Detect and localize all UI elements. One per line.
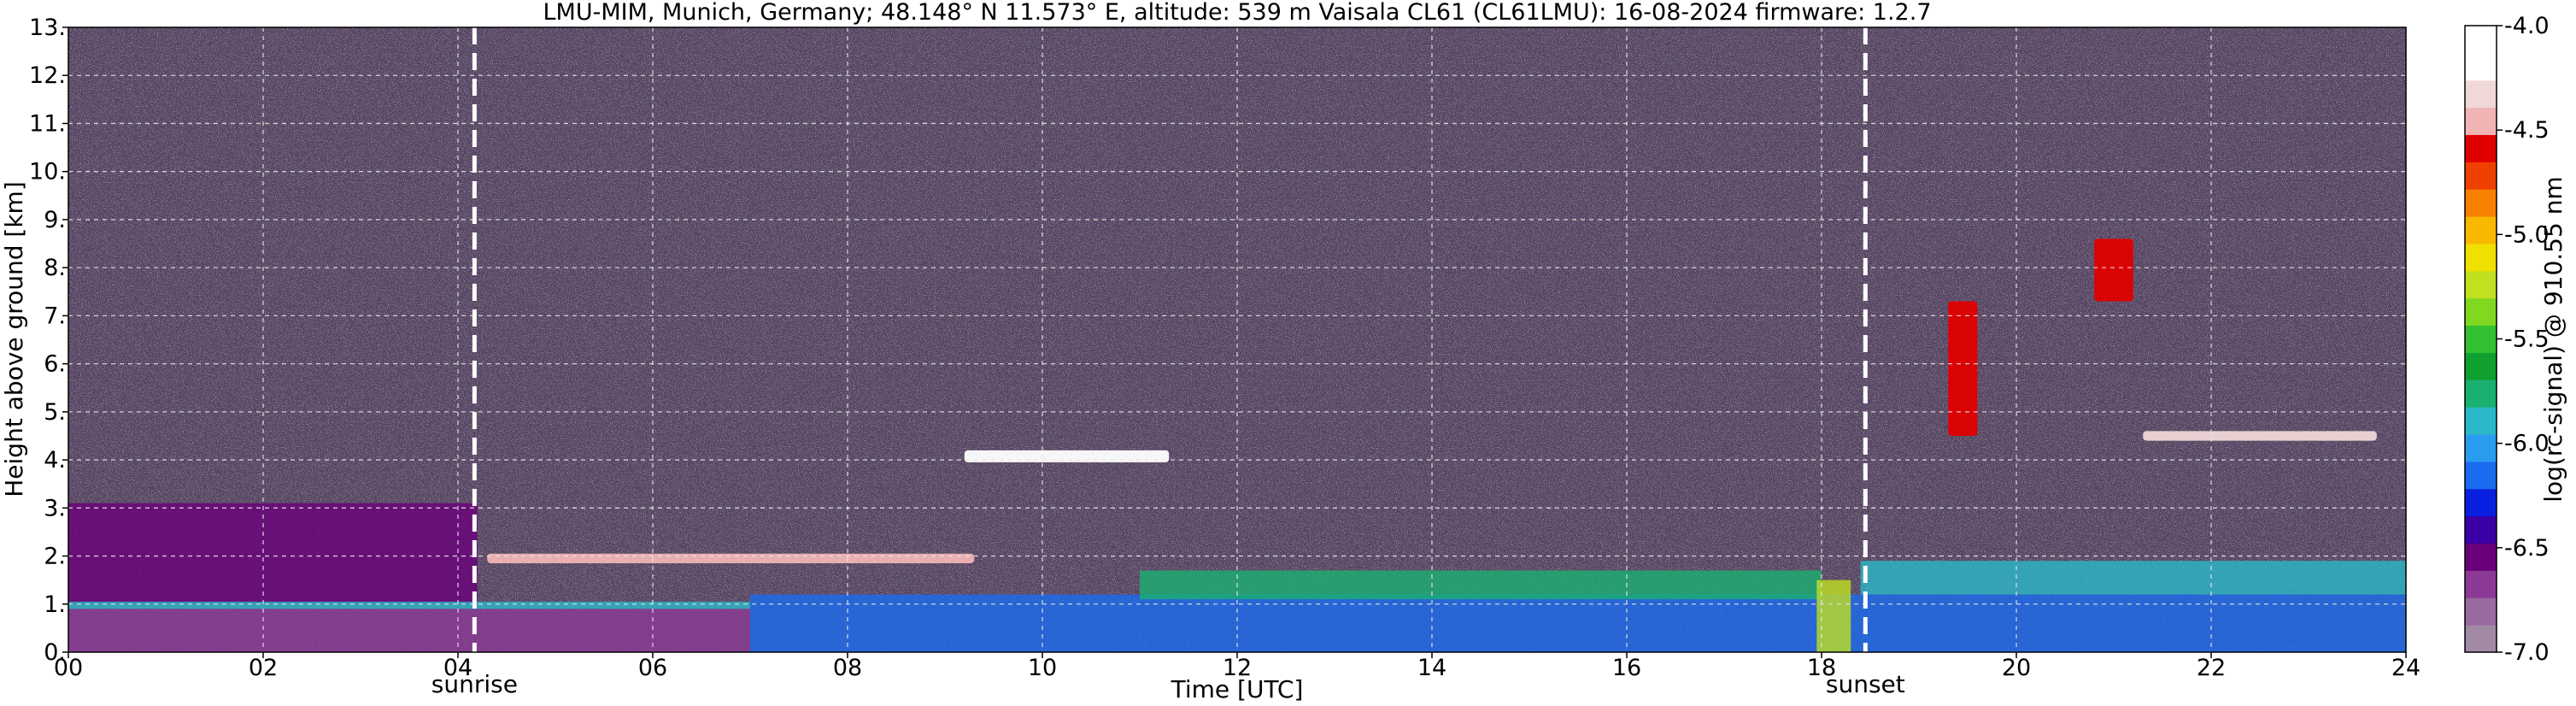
colorbar-tick-label-1: -6.5 [2504,535,2550,562]
x-axis-ticks: 00 02 04 06 08 10 12 14 16 18 20 22 24 [54,652,2421,681]
feature-cloud-9 [1948,301,1978,436]
colorbar-swatch-0 [2465,625,2497,653]
colorbar-swatch-9 [2465,379,2497,408]
colorbar-swatch-15 [2465,216,2497,244]
x-tick-label-4: 08 [833,655,862,681]
x-tick-label-2: 04 [443,655,472,681]
colorbar-swatch-5 [2465,488,2497,517]
colorbar-swatch-14 [2465,243,2497,272]
x-tick-label-1: 02 [249,655,278,681]
y-tick-label-13: 13. [29,15,66,41]
x-tick-label-7: 14 [1417,655,1446,681]
feature-aerosol_layer-2 [68,556,478,604]
colorbar-tick-label-2: -6.0 [2504,431,2550,457]
colorbar-label: log(rc-signal) @ 910.55 nm [2539,176,2567,502]
y-axis-ticks: 0. 1. 2. 3. 4. 5. 6. 7. 8. 9. 10. 11. 12. 13. [29,15,68,666]
colorbar-swatch-21 [2465,52,2497,81]
y-tick-label-5: 5. [44,399,66,426]
colorbar-swatch-11 [2465,325,2497,353]
colorbar-tick-label-3: -5.5 [2504,327,2550,353]
feature-boundary_layer_top-6 [1140,570,1822,600]
x-tick-label-9: 18 [1807,655,1836,681]
x-tick-label-10: 20 [2002,655,2031,681]
feature-aerosol_layer-3 [68,601,750,609]
colorbar-swatch-1 [2465,597,2497,626]
colorbar-swatch-6 [2465,461,2497,490]
colorbar-swatch-2 [2465,570,2497,598]
y-tick-label-1: 1. [44,591,66,618]
feature-cloud-11 [2143,431,2377,441]
x-tick-label-11: 22 [2197,655,2226,681]
x-tick-label-12: 24 [2391,655,2421,681]
y-tick-label-10: 10. [29,159,66,185]
feature-cloud-12 [487,553,975,563]
y-tick-label-11: 11. [29,110,66,137]
feature-cloud-8 [964,450,1170,462]
event-label-sunrise: sunrise [431,670,518,698]
grid-lines [68,27,2406,652]
colorbar-swatch-13 [2465,270,2497,299]
colorbar-tick-label-5: -4.5 [2504,117,2550,144]
colorbar-swatch-3 [2465,543,2497,571]
colorbar-swatch-22 [2465,26,2497,54]
x-tick-label-0: 00 [54,655,83,681]
y-tick-label-0: 0. [44,639,66,666]
x-axis-label: Time [UTC] [1171,675,1304,703]
colorbar-swatch-10 [2465,352,2497,380]
colorbar-swatch-7 [2465,434,2497,462]
y-tick-label-4: 4. [44,447,66,474]
feature-aerosol_layer-4 [68,609,750,652]
y-tick-label-2: 2. [44,544,66,570]
colorbar-swatch-8 [2465,407,2497,435]
x-tick-label-3: 06 [638,655,667,681]
y-tick-label-6: 6. [44,351,66,378]
x-tick-label-6: 12 [1223,655,1252,681]
feature-boundary_layer_top-7 [1860,561,2406,595]
colorbar-swatch-19 [2465,107,2497,135]
x-tick-label-5: 10 [1028,655,1057,681]
feature-rain-13 [1816,580,1851,652]
colorbar-swatch-18 [2465,134,2497,162]
event-label-sunset: sunset [1826,670,1905,698]
colorbar-swatch-4 [2465,515,2497,544]
feature-boundary_layer-5 [750,594,2406,652]
x-tick-label-8: 16 [1612,655,1641,681]
y-tick-label-8: 8. [44,255,66,281]
feature-cloud-10 [2094,238,2133,302]
y-axis-label: Height above ground [km] [0,181,28,497]
colorbar-swatch-17 [2465,162,2497,190]
colorbar-swatch-12 [2465,297,2497,327]
colorbar-tick-label-4: -5.0 [2504,221,2550,248]
colorbar-tick-label-6: -4.0 [2504,13,2550,39]
colorbar-tick-label-0: -7.0 [2504,639,2550,666]
feature-aerosol_layer-1 [68,503,478,556]
y-tick-label-7: 7. [44,303,66,329]
y-tick-label-12: 12. [29,62,66,89]
colorbar: -7.0 -6.5 -6.0 -5.5 -5.0 -4.5 -4.0 [2464,13,2550,666]
colorbar-swatch-20 [2465,79,2497,109]
colorbar-swatch-16 [2465,189,2497,217]
chart-title: LMU-MIM, Munich, Germany; 48.148° N 11.5… [543,0,1931,26]
y-tick-label-9: 9. [44,207,66,233]
event-markers: sunrise sunset [431,27,1905,698]
y-tick-label-3: 3. [44,495,66,521]
